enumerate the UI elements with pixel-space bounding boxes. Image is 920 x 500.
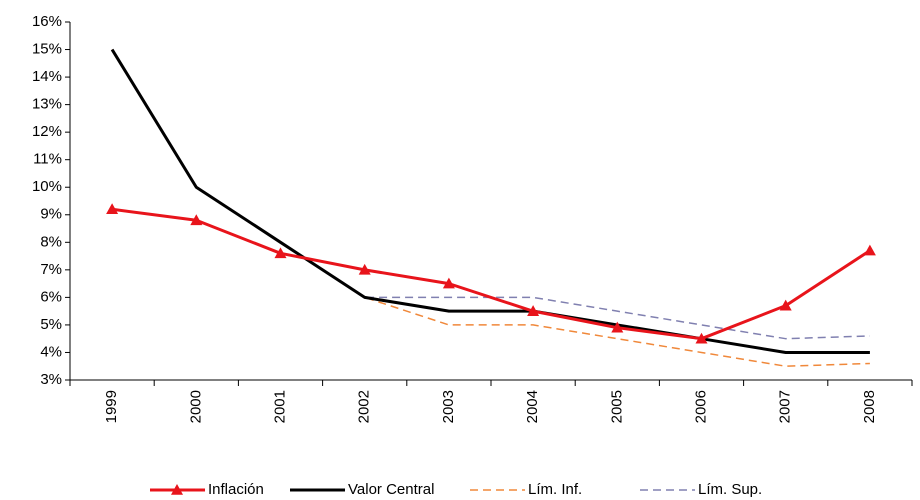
x-tick-label: 1999 [103, 390, 120, 423]
x-tick-label: 2008 [861, 390, 878, 423]
legend-label: Lím. Sup. [698, 481, 762, 498]
y-tick-label: 6% [40, 288, 62, 305]
y-tick-label: 7% [40, 261, 62, 278]
legend-label: Lím. Inf. [528, 481, 582, 498]
point-marker [442, 277, 455, 289]
y-tick-label: 3% [40, 371, 62, 388]
y-tick-label: 8% [40, 233, 62, 250]
x-tick-label: 2006 [692, 390, 709, 423]
y-tick-label: 10% [32, 178, 62, 195]
x-tick-label: 2002 [356, 390, 373, 423]
y-tick-label: 15% [32, 41, 62, 58]
x-tick-label: 2004 [524, 390, 541, 423]
point-marker [106, 203, 119, 215]
point-marker [358, 263, 371, 275]
point-marker [611, 321, 624, 333]
point-marker [779, 299, 792, 311]
x-tick-label: 2001 [271, 390, 288, 423]
y-tick-label: 5% [40, 316, 62, 333]
y-tick-label: 12% [32, 123, 62, 140]
y-tick-label: 9% [40, 206, 62, 223]
series-line [111, 207, 871, 341]
y-tick-label: 14% [32, 68, 62, 85]
series-line [111, 49, 870, 340]
y-tick-label: 16% [32, 13, 62, 30]
legend-marker [171, 484, 183, 495]
point-marker [190, 214, 203, 226]
x-tick-label: 2005 [608, 390, 625, 423]
legend-label: Valor Central [348, 481, 434, 498]
point-marker [527, 305, 540, 316]
x-tick-label: 2000 [187, 390, 204, 423]
x-tick-label: 2003 [440, 390, 457, 423]
series-line [110, 48, 870, 354]
point-marker [274, 247, 287, 259]
point-marker [695, 332, 708, 344]
y-tick-label: 4% [40, 343, 62, 360]
y-tick-label: 11% [33, 151, 62, 168]
x-tick-label: 2007 [777, 390, 794, 423]
point-marker [863, 244, 876, 256]
legend-label: Inflación [208, 481, 264, 498]
y-tick-label: 13% [32, 96, 62, 113]
